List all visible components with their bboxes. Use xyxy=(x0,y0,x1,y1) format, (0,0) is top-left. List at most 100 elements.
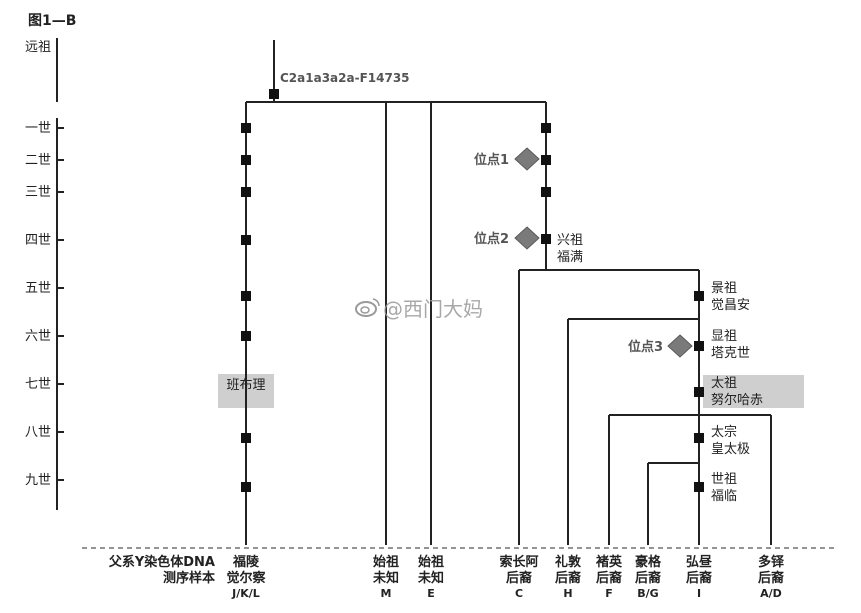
generation-label: 五世 xyxy=(25,281,51,296)
svg-text:太宗: 太宗 xyxy=(711,424,737,440)
diamond-icon xyxy=(514,226,540,250)
svg-text:豪格: 豪格 xyxy=(635,554,662,570)
watermark-text: @西门大妈 xyxy=(383,297,483,321)
node xyxy=(241,433,251,443)
svg-text:E: E xyxy=(427,587,435,600)
node-xingzu xyxy=(541,234,551,244)
node xyxy=(241,291,251,301)
svg-text:弘昼: 弘昼 xyxy=(686,554,712,570)
diamond-icon xyxy=(514,147,540,171)
svg-text:J/K/L: J/K/L xyxy=(231,587,260,600)
svg-text:觉昌安: 觉昌安 xyxy=(711,298,750,313)
diamond-icon xyxy=(667,334,693,358)
sample-label-bg: 豪格 后裔 B/G xyxy=(635,554,662,600)
svg-text:世祖: 世祖 xyxy=(711,472,737,487)
svg-text:褚英: 褚英 xyxy=(595,554,623,570)
svg-text:努尔哈赤: 努尔哈赤 xyxy=(711,393,763,408)
svg-text:后裔: 后裔 xyxy=(596,570,622,586)
sample-label-e: 始祖 未知 E xyxy=(417,554,444,600)
ancestor-label-shizu: 世祖 福临 xyxy=(711,472,737,504)
node xyxy=(241,155,251,165)
node xyxy=(541,123,551,133)
svg-text:礼敦: 礼敦 xyxy=(555,554,582,570)
svg-text:始祖: 始祖 xyxy=(418,554,444,570)
generation-label: 远祖 xyxy=(25,40,51,55)
generation-label: 一世 xyxy=(25,121,51,136)
svg-text:皇太极: 皇太极 xyxy=(711,442,750,457)
svg-text:显祖: 显祖 xyxy=(711,329,737,344)
generation-labels: 远祖 一世 二世 三世 四世 五世 六世 七世 八世 九世 xyxy=(25,40,51,488)
sample-label-m: 始祖 未知 M xyxy=(372,554,399,600)
mutation-site-1: 位点1 xyxy=(474,147,540,171)
svg-text:福陵: 福陵 xyxy=(232,554,260,570)
footer-label-line2: 测序样本 xyxy=(163,570,215,586)
svg-text:始祖: 始祖 xyxy=(373,554,399,570)
ancestor-label-taizu: 太祖 努尔哈赤 xyxy=(711,376,763,408)
generation-nodes xyxy=(241,89,704,492)
node xyxy=(541,155,551,165)
svg-text:后裔: 后裔 xyxy=(686,570,712,586)
generation-label: 四世 xyxy=(25,233,51,248)
node xyxy=(241,235,251,245)
generation-label: 二世 xyxy=(25,153,51,168)
site-label: 位点1 xyxy=(474,152,509,168)
node xyxy=(241,331,251,341)
sample-label-f: 褚英 后裔 F xyxy=(595,554,623,600)
figure-title: 图1—B xyxy=(28,13,76,29)
svg-text:索长阿: 索长阿 xyxy=(499,554,538,570)
generation-label: 三世 xyxy=(25,185,51,200)
svg-text:后裔: 后裔 xyxy=(758,570,784,586)
svg-text:福临: 福临 xyxy=(711,489,737,504)
sample-label-c: 索长阿 后裔 C xyxy=(499,554,538,600)
node-jingzu xyxy=(694,291,704,301)
svg-text:C: C xyxy=(515,587,523,600)
svg-text:B/G: B/G xyxy=(637,587,658,600)
generation-label: 六世 xyxy=(25,329,51,344)
svg-text:兴祖: 兴祖 xyxy=(557,233,583,248)
footer-label-line1: 父系Y染色体DNA xyxy=(108,554,215,570)
mutation-site-2: 位点2 xyxy=(474,226,540,250)
haplogroup-label: C2a1a3a2a-F14735 xyxy=(280,71,410,85)
svg-text:后裔: 后裔 xyxy=(506,570,532,586)
node-xianzu xyxy=(694,341,704,351)
ancestor-label-xingzu: 兴祖 福满 xyxy=(557,233,583,265)
node xyxy=(241,123,251,133)
ancestor-label-xianzu: 显祖 塔克世 xyxy=(711,329,750,361)
node-shizu xyxy=(694,482,704,492)
svg-text:后裔: 后裔 xyxy=(635,570,661,586)
svg-text:M: M xyxy=(381,587,392,600)
sample-label-ad: 多铎 后裔 A/D xyxy=(758,554,785,600)
node-taizu xyxy=(694,387,704,397)
generation-ticks xyxy=(57,127,64,481)
highlight-label-banbuli: 班布理 xyxy=(226,378,265,393)
highlight-box-nurhaci xyxy=(703,375,804,408)
ancestor-label-jingzu: 景祖 觉昌安 xyxy=(711,281,750,313)
svg-text:F: F xyxy=(605,587,613,600)
site-label: 位点2 xyxy=(474,231,509,247)
mutation-site-3: 位点3 xyxy=(628,334,693,358)
svg-text:H: H xyxy=(563,587,572,600)
svg-text:太祖: 太祖 xyxy=(711,376,737,391)
sample-label-i: 弘昼 后裔 I xyxy=(686,554,712,600)
svg-text:景祖: 景祖 xyxy=(711,281,737,296)
svg-text:福满: 福满 xyxy=(557,250,583,265)
node xyxy=(241,187,251,197)
ancestor-label-taizong: 太宗 皇太极 xyxy=(711,424,750,457)
watermark: @西门大妈 xyxy=(355,297,483,321)
svg-text:I: I xyxy=(697,587,701,600)
generation-label: 七世 xyxy=(25,377,51,392)
node-root xyxy=(269,89,279,99)
generation-label: 八世 xyxy=(25,425,51,440)
node xyxy=(241,482,251,492)
svg-text:多铎: 多铎 xyxy=(758,554,785,570)
svg-text:未知: 未知 xyxy=(417,570,444,586)
generation-label: 九世 xyxy=(25,473,51,488)
svg-text:未知: 未知 xyxy=(372,570,399,586)
weibo-icon xyxy=(355,298,380,317)
node-taizong xyxy=(694,433,704,443)
svg-text:A/D: A/D xyxy=(760,587,782,600)
site-label: 位点3 xyxy=(628,339,663,355)
svg-text:觉尔察: 觉尔察 xyxy=(226,570,266,586)
node xyxy=(541,187,551,197)
